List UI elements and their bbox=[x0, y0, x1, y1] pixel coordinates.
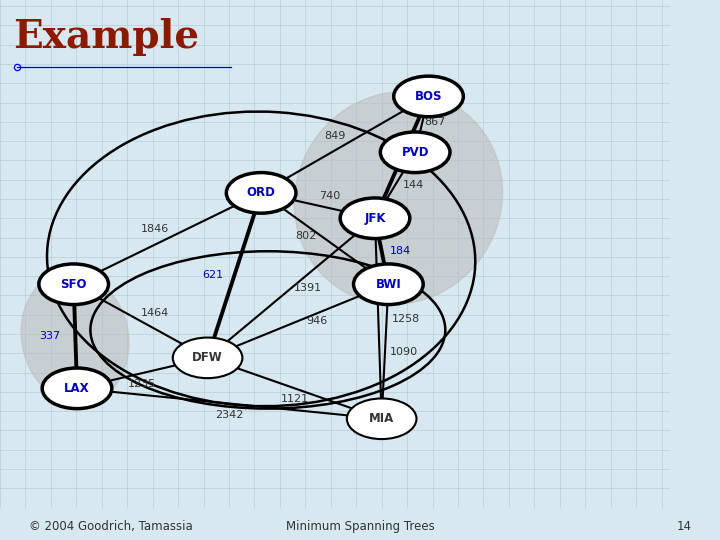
Text: 621: 621 bbox=[202, 271, 223, 280]
Text: © 2004 Goodrich, Tamassia: © 2004 Goodrich, Tamassia bbox=[29, 520, 192, 533]
Ellipse shape bbox=[354, 264, 423, 305]
Text: 867: 867 bbox=[425, 117, 446, 127]
Text: SFO: SFO bbox=[60, 278, 87, 291]
Ellipse shape bbox=[340, 198, 410, 239]
Ellipse shape bbox=[226, 173, 296, 213]
Text: Example: Example bbox=[14, 18, 199, 56]
Text: 849: 849 bbox=[324, 131, 346, 140]
Text: ORD: ORD bbox=[247, 186, 276, 199]
Text: 740: 740 bbox=[320, 192, 341, 201]
Ellipse shape bbox=[42, 368, 112, 409]
Text: 2342: 2342 bbox=[215, 410, 243, 420]
Text: 1090: 1090 bbox=[390, 347, 418, 356]
Text: PVD: PVD bbox=[402, 146, 429, 159]
Text: 144: 144 bbox=[403, 180, 424, 190]
Ellipse shape bbox=[39, 264, 109, 305]
Text: 1464: 1464 bbox=[141, 308, 169, 319]
Ellipse shape bbox=[21, 272, 129, 403]
Text: BWI: BWI bbox=[376, 278, 401, 291]
Text: LAX: LAX bbox=[64, 382, 90, 395]
Text: 1235: 1235 bbox=[128, 379, 156, 389]
Ellipse shape bbox=[347, 399, 416, 439]
Ellipse shape bbox=[394, 76, 464, 117]
Text: 187: 187 bbox=[408, 152, 429, 163]
Text: DFW: DFW bbox=[192, 352, 223, 365]
Text: 1121: 1121 bbox=[281, 395, 309, 404]
Text: MIA: MIA bbox=[369, 412, 395, 426]
Text: 1391: 1391 bbox=[294, 283, 322, 293]
Text: 184: 184 bbox=[390, 246, 411, 256]
Text: 14: 14 bbox=[676, 520, 691, 533]
Text: 1258: 1258 bbox=[392, 314, 420, 323]
Text: 802: 802 bbox=[295, 231, 317, 241]
Ellipse shape bbox=[294, 92, 503, 305]
Text: BOS: BOS bbox=[415, 90, 442, 103]
Text: JFK: JFK bbox=[364, 212, 386, 225]
Text: 337: 337 bbox=[40, 331, 60, 341]
Text: 1846: 1846 bbox=[141, 225, 169, 234]
Text: 946: 946 bbox=[306, 316, 328, 326]
Ellipse shape bbox=[173, 338, 243, 378]
Ellipse shape bbox=[380, 132, 450, 173]
Text: Minimum Spanning Trees: Minimum Spanning Trees bbox=[286, 520, 434, 533]
